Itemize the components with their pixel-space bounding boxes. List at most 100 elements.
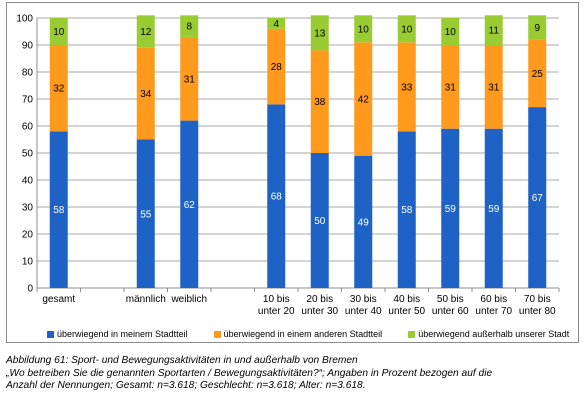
- stacked-bar-chart: 0 10 20 30 40 50 60 70 80 90 100 58 32 10 gesamt 55 34 12…: [16, 14, 560, 317]
- data-label: 13: [314, 28, 326, 39]
- bar-segment: [180, 36, 199, 121]
- x-tick-label: unter 40: [345, 306, 382, 317]
- x-tick-label: unter 50: [388, 306, 425, 317]
- x-tick-label: 40 bis: [393, 294, 420, 305]
- caption-line-3: Anzahl der Nennungen; Gesamt: n=3.618; G…: [6, 380, 366, 391]
- legend-item-other-district: überwiegend in einem anderen Stadtteil: [213, 329, 383, 339]
- bar-segment: [484, 128, 503, 288]
- y-tick-label: 10: [22, 257, 34, 268]
- bar-segment: [49, 18, 68, 45]
- x-tick-label: weiblich: [170, 294, 207, 305]
- data-label: 10: [358, 24, 370, 35]
- data-label: 34: [140, 89, 152, 100]
- legend-label: überwiegend in einem anderen Stadtteil: [223, 329, 383, 339]
- y-tick-label: 70: [22, 95, 34, 106]
- bar-segment: [354, 42, 373, 156]
- x-tick-label: 50 bis: [437, 294, 464, 305]
- bar-segment: [136, 47, 155, 140]
- legend-item-own-district: überwiegend in meinem Stadtteil: [47, 329, 188, 339]
- x-tick-label: 70 bis: [524, 294, 551, 305]
- y-tick-label: 20: [22, 230, 34, 241]
- data-label: 67: [532, 193, 544, 204]
- legend-label: überwiegend in meinem Stadtteil: [57, 329, 188, 339]
- bar-segment: [484, 45, 503, 129]
- x-tick-label: unter 20: [258, 306, 295, 317]
- x-tick-label: männlich: [126, 294, 166, 305]
- data-label: 59: [445, 204, 457, 215]
- bar-segment: [441, 18, 460, 45]
- bar-segment: [267, 104, 286, 289]
- data-label: 58: [401, 205, 413, 216]
- bar-segment: [267, 28, 286, 105]
- data-label: 59: [488, 204, 500, 215]
- y-tick-label: 90: [22, 41, 34, 52]
- x-tick-label: unter 60: [432, 306, 469, 317]
- bar-segment: [310, 15, 329, 51]
- data-label: 50: [314, 216, 326, 227]
- bar-segment: [180, 120, 199, 288]
- data-label: 62: [184, 200, 196, 211]
- data-label: 31: [488, 82, 500, 93]
- bar-segment: [180, 15, 199, 37]
- legend-swatch: [408, 330, 416, 338]
- y-tick-label: 100: [16, 14, 33, 25]
- bar-segment: [267, 18, 286, 29]
- bar-segment: [136, 139, 155, 288]
- data-label: 33: [401, 82, 413, 93]
- bar-segment: [49, 131, 68, 288]
- x-tick-label: 30 bis: [350, 294, 377, 305]
- data-label: 11: [489, 26, 500, 37]
- x-tick-label: gesamt: [42, 294, 75, 305]
- bar-segment: [528, 15, 547, 40]
- bar-segment: [441, 45, 460, 129]
- data-label: 9: [534, 23, 540, 34]
- legend-swatch: [47, 330, 54, 338]
- data-label: 68: [271, 192, 283, 203]
- figure-caption: Abbildung 61: Sport- und Bewegungsaktivi…: [6, 355, 581, 393]
- data-label: 8: [186, 22, 192, 33]
- legend-item-outside-city: überwiegend außerhalb unserer Stadt: [408, 329, 569, 339]
- data-label: 10: [401, 24, 413, 35]
- bar-segment: [136, 15, 155, 48]
- y-tick-label: 60: [22, 122, 34, 133]
- x-tick-label: 20 bis: [306, 294, 333, 305]
- bar-segment: [397, 15, 416, 43]
- data-label: 25: [532, 69, 544, 80]
- bar-segment: [354, 15, 373, 43]
- x-tick-label: unter 80: [519, 306, 556, 317]
- bar-segment: [397, 42, 416, 132]
- data-label: 31: [184, 74, 196, 85]
- y-tick-label: 30: [22, 203, 34, 214]
- bar-segment: [397, 131, 416, 288]
- bar-segment: [310, 153, 329, 288]
- x-tick-label: unter 30: [301, 306, 338, 317]
- data-label: 32: [53, 84, 65, 95]
- bar-segment: [528, 39, 547, 108]
- data-label: 10: [445, 27, 457, 38]
- bar-segment: [528, 107, 547, 288]
- y-tick-label: 40: [22, 176, 34, 187]
- data-label: 38: [314, 97, 326, 108]
- bar-segment: [310, 50, 329, 153]
- caption-line-1: Abbildung 61: Sport- und Bewegungsaktivi…: [6, 355, 358, 366]
- legend-swatch: [213, 330, 221, 338]
- x-tick-label: 10 bis: [263, 294, 290, 305]
- data-label: 28: [271, 62, 283, 73]
- y-tick-label: 50: [22, 149, 34, 160]
- bar-segment: [441, 128, 460, 288]
- y-tick-label: 0: [27, 284, 33, 295]
- data-label: 55: [140, 209, 152, 220]
- legend: überwiegend in meinem Stadtteil überwieg…: [47, 327, 585, 341]
- data-label: 58: [53, 205, 65, 216]
- caption-line-2: „Wo betreiben Sie die genannten Sportart…: [6, 367, 493, 379]
- bar-segment: [49, 45, 68, 132]
- data-label: 4: [273, 19, 279, 30]
- x-tick-label: 60 bis: [480, 294, 507, 305]
- data-label: 42: [358, 95, 370, 106]
- data-label: 31: [445, 82, 457, 93]
- data-label: 49: [358, 217, 370, 228]
- legend-label: überwiegend außerhalb unserer Stadt: [418, 329, 570, 339]
- data-label: 10: [53, 27, 65, 38]
- data-label: 12: [140, 27, 152, 38]
- bar-segment: [354, 155, 373, 288]
